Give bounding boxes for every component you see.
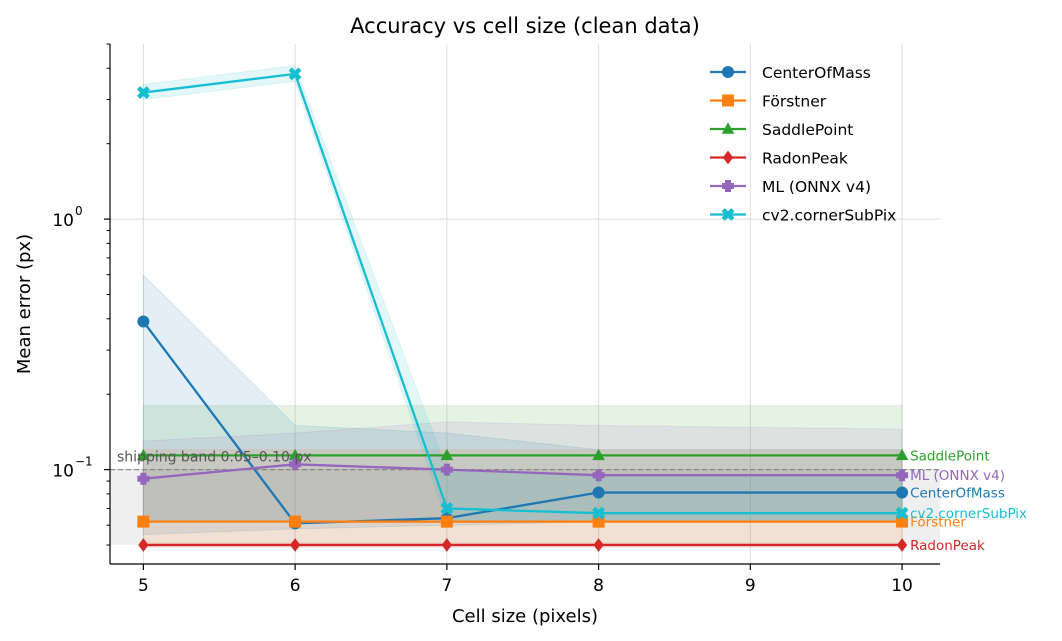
- legend-label: CenterOfMass: [762, 64, 871, 82]
- data-point: [288, 448, 302, 461]
- shipping-band-label: shipping band 0.05–0.10 px: [117, 450, 312, 466]
- marker-stroke: [288, 67, 302, 81]
- series-end-label: cv2.cornerSubPix: [910, 506, 1027, 522]
- data-point: [290, 538, 301, 552]
- shipping-band: [110, 469, 940, 546]
- x-tick-label: 6: [290, 576, 301, 596]
- x-tick-label: 10: [891, 576, 913, 596]
- data-point: [137, 448, 150, 461]
- series-end-labels: shipping band 0.05–0.10 px CenterOfMass Fö…: [117, 448, 1027, 554]
- series-end-label: Förstner: [910, 515, 966, 531]
- legend-marker: [722, 150, 734, 165]
- data-point: [895, 506, 909, 520]
- legend-label: Förstner: [762, 93, 827, 111]
- data-point: [136, 86, 150, 99]
- x-tick-label: 7: [441, 576, 452, 596]
- grid: [110, 44, 940, 564]
- x-tick-label: 5: [138, 576, 149, 596]
- legend-label: cv2.cornerSubPix: [762, 207, 896, 225]
- data-point: [137, 472, 150, 485]
- data-point: [138, 538, 149, 552]
- data-point: [896, 469, 909, 482]
- series-markers: [136, 67, 909, 552]
- data-point: [288, 67, 302, 81]
- legend-marker: [721, 208, 735, 221]
- data-point: [441, 538, 452, 552]
- data-point: [440, 463, 453, 476]
- data-point: [896, 538, 908, 552]
- x-tick-label: 9: [745, 576, 756, 596]
- chart-title: Accuracy vs cell size (clean data): [350, 14, 700, 38]
- legend-label: RadonPeak: [762, 150, 848, 168]
- data-point: [137, 515, 150, 528]
- x-axis-label: Cell size (pixels): [452, 606, 598, 627]
- y-tick-label: 10: [52, 462, 74, 482]
- y-tick-exponent: 0: [75, 204, 83, 218]
- data-point: [896, 486, 909, 499]
- series-end-label: ML (ONNX v4): [910, 468, 1005, 484]
- y-tick-label: 10: [52, 211, 74, 231]
- data-point: [592, 469, 605, 482]
- data-point: [895, 448, 909, 461]
- data-point: [289, 458, 302, 471]
- data-point: [592, 506, 605, 520]
- data-point: [592, 486, 605, 499]
- data-point: [593, 538, 604, 552]
- series-end-label: CenterOfMass: [910, 486, 1005, 502]
- data-point: [440, 515, 453, 528]
- x-tick-label: 8: [593, 576, 604, 596]
- legend-label: ML (ONNX v4): [762, 178, 871, 196]
- marker-stroke: [895, 506, 909, 520]
- data-point: [440, 502, 454, 515]
- data-point: [440, 448, 454, 461]
- marker-stroke: [721, 208, 735, 221]
- data-point: [289, 515, 302, 528]
- y-axis-label: Mean error (px): [14, 234, 35, 374]
- legend: CenterOfMass Förstner SaddlePoint RadonPeak…: [710, 64, 896, 225]
- data-point: [592, 448, 605, 461]
- legend-marker: [722, 94, 734, 107]
- series-end-label: SaddlePoint: [910, 448, 990, 464]
- legend-marker: [722, 66, 734, 78]
- legend-marker: [722, 180, 734, 192]
- y-tick-exponent: −1: [75, 455, 93, 469]
- legend-marker: [721, 122, 735, 134]
- marker-stroke: [440, 502, 454, 515]
- data-point: [137, 315, 150, 328]
- marker-stroke: [592, 506, 605, 520]
- series-end-label: RadonPeak: [910, 538, 985, 554]
- marker-stroke: [136, 86, 150, 99]
- legend-label: SaddlePoint: [762, 121, 853, 139]
